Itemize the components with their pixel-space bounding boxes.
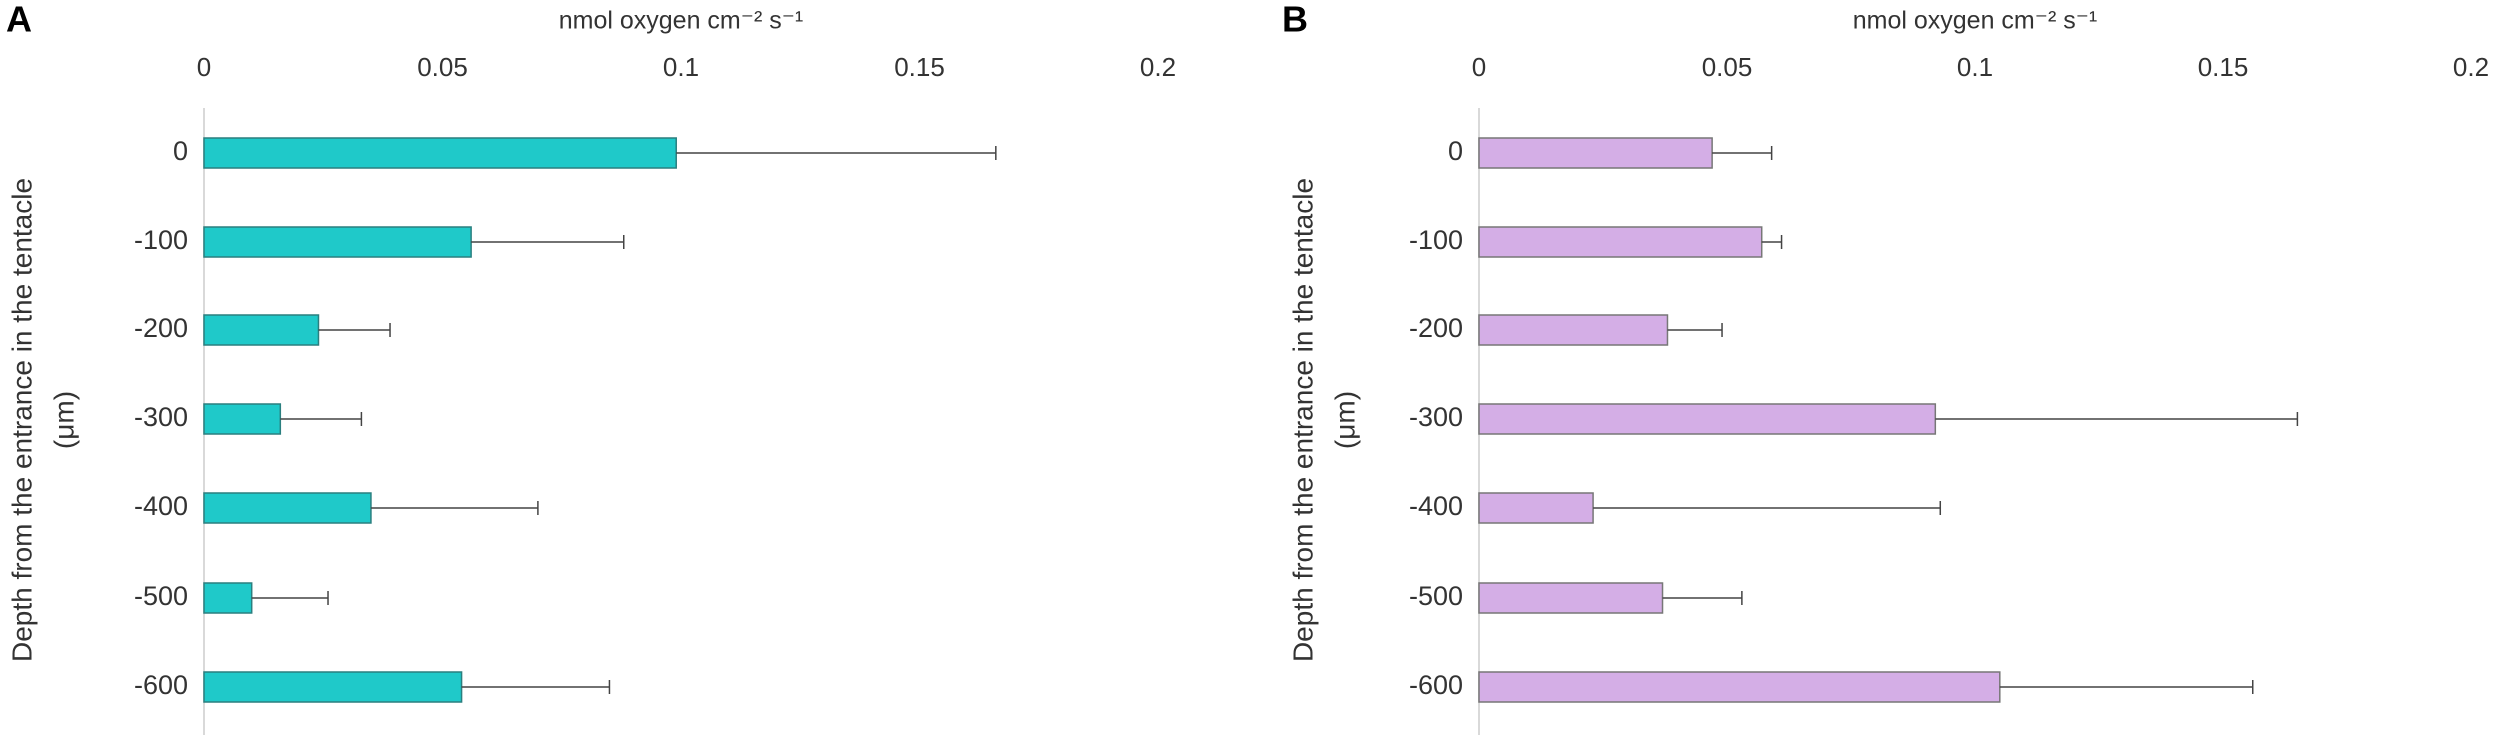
y-tick-label: -100: [134, 225, 188, 255]
error-bar: [1712, 146, 1773, 160]
x-tick-label: 0: [197, 52, 211, 82]
error-bar: [461, 680, 611, 694]
bar: [203, 403, 282, 435]
y-tick-label: -200: [134, 313, 188, 343]
y-axis-label: Depth from the entrance in the tentacle: [1287, 178, 1318, 662]
y-tick-label: -400: [134, 491, 188, 521]
y-tick-label: -500: [134, 581, 188, 611]
bar: [1478, 582, 1664, 614]
error-bar: [251, 591, 329, 605]
y-axis-label: Depth from the entrance in the tentacle: [6, 178, 37, 662]
y-tick-label: 0: [173, 136, 188, 166]
bar: [1478, 403, 1937, 435]
y-tick-label: -600: [1409, 670, 1463, 700]
bar: [203, 314, 320, 346]
bar: [203, 671, 463, 703]
y-tick-label: -300: [134, 402, 188, 432]
x-tick-label: 0.1: [1957, 52, 1993, 82]
error-bar: [1761, 235, 1783, 249]
bar: [1478, 226, 1763, 258]
y-axis-label: (μm): [1329, 391, 1360, 449]
error-bar: [370, 501, 539, 515]
bar: [1478, 492, 1594, 524]
bar: [203, 492, 372, 524]
x-tick-label: 0.05: [1702, 52, 1753, 82]
y-tick-label: -300: [1409, 402, 1463, 432]
error-bar: [1935, 412, 2299, 426]
error-bar: [1662, 591, 1743, 605]
x-tick-label: 0.15: [2198, 52, 2249, 82]
bar: [203, 137, 677, 169]
y-tick-label: 0: [1448, 136, 1463, 166]
y-axis-label: (μm): [48, 391, 79, 449]
bar: [203, 226, 472, 258]
y-tick-label: -400: [1409, 491, 1463, 521]
error-bar: [280, 412, 363, 426]
panel-label: A: [6, 0, 32, 40]
error-bar: [676, 146, 997, 160]
y-tick-label: -600: [134, 670, 188, 700]
panel-label: B: [1282, 0, 1308, 40]
bar: [1478, 137, 1713, 169]
y-tick-label: -200: [1409, 313, 1463, 343]
error-bar: [1999, 680, 2254, 694]
x-tick-label: 0.1: [663, 52, 699, 82]
error-bar: [1667, 323, 1723, 337]
error-bar: [1593, 501, 1942, 515]
x-axis-label: nmol oxygen cm⁻² s⁻¹: [1853, 7, 2098, 35]
error-bar: [471, 235, 625, 249]
error-bar: [318, 323, 391, 337]
bar: [1478, 671, 2001, 703]
x-tick-label: 0: [1472, 52, 1486, 82]
y-tick-label: -500: [1409, 581, 1463, 611]
x-axis-label: nmol oxygen cm⁻² s⁻¹: [559, 7, 804, 35]
x-tick-label: 0.2: [2453, 52, 2489, 82]
bar: [203, 582, 253, 614]
y-tick-label: -100: [1409, 225, 1463, 255]
x-tick-label: 0.2: [1140, 52, 1176, 82]
bar: [1478, 314, 1669, 346]
x-tick-label: 0.05: [417, 52, 468, 82]
x-tick-label: 0.15: [894, 52, 945, 82]
